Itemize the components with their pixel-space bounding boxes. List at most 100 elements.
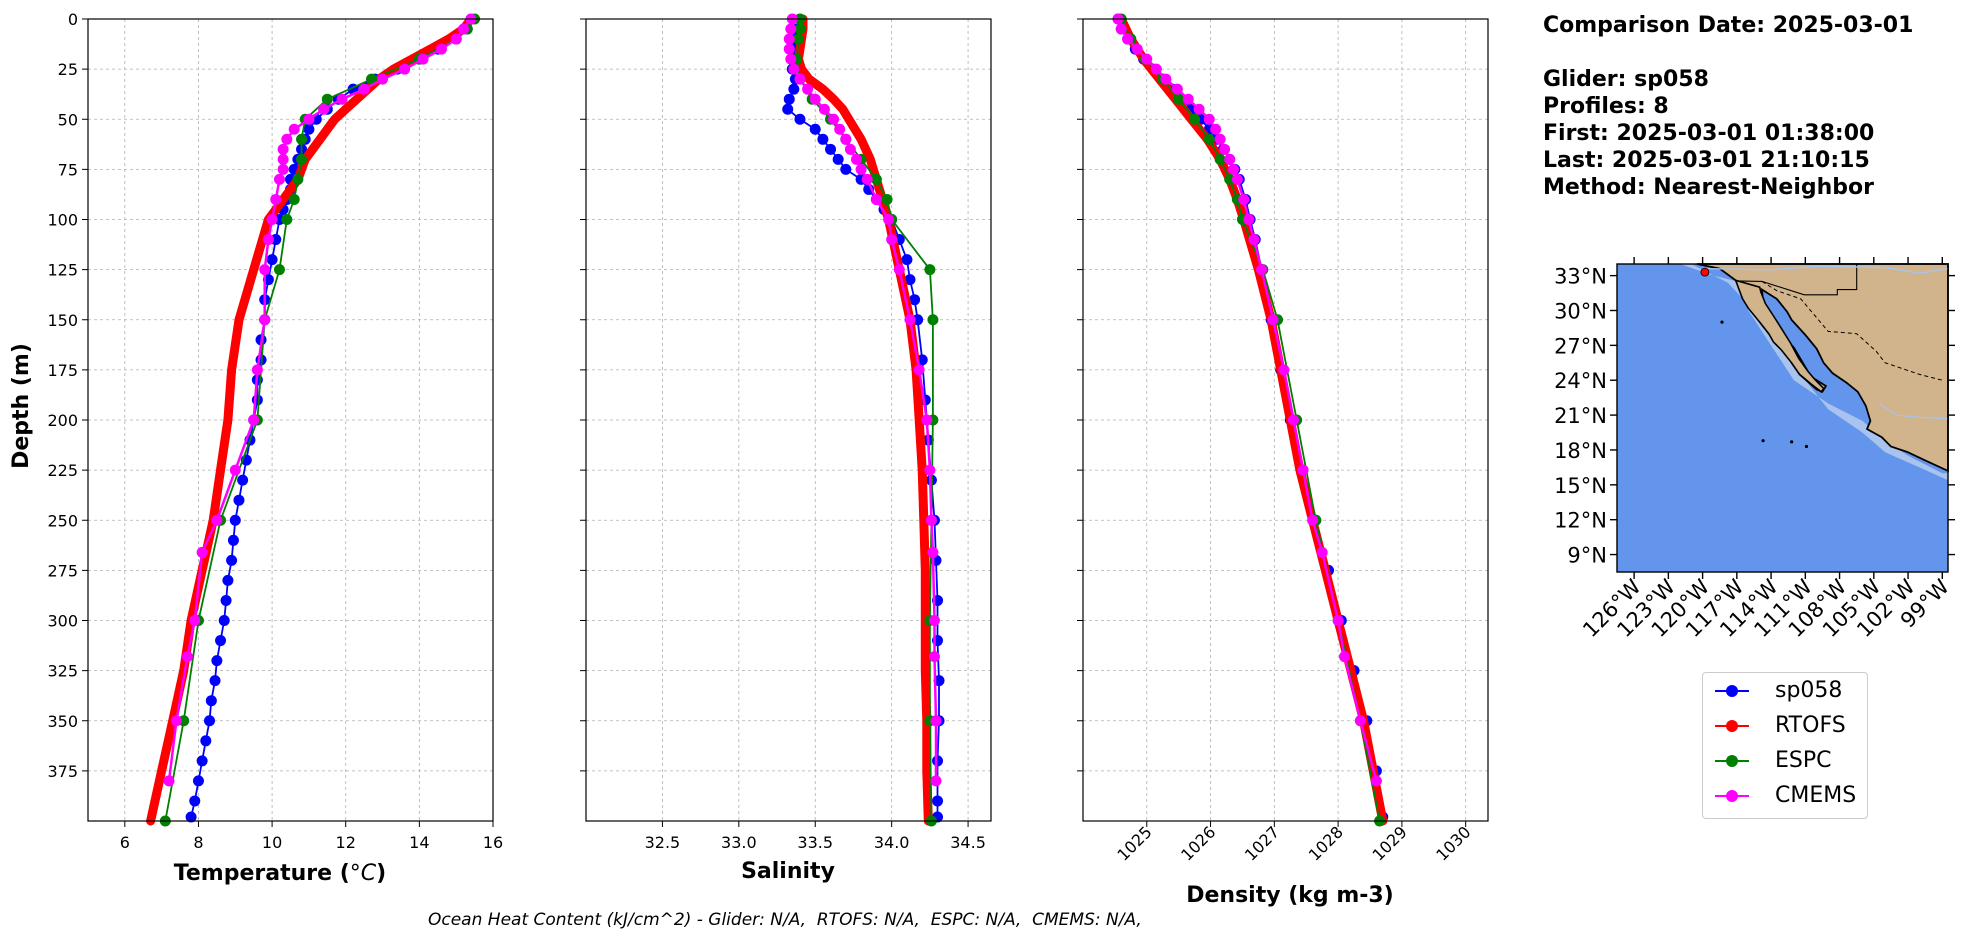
data-point-espc	[794, 23, 806, 35]
data-point-sp058	[204, 715, 215, 727]
series-line-cmems	[1116, 17, 1378, 783]
data-point-espc	[792, 33, 804, 45]
data-point-cmems	[1214, 133, 1226, 145]
data-point-sp058	[229, 514, 241, 526]
data-point-sp058	[218, 615, 230, 626]
data-point-sp058	[196, 755, 208, 767]
data-point-sp058	[211, 655, 223, 667]
data-point-espc	[1189, 113, 1201, 125]
data-point-cmems	[1193, 103, 1205, 115]
x-tick-label: 1030	[1432, 822, 1474, 864]
data-point-cmems	[211, 514, 223, 526]
island	[1790, 440, 1794, 444]
data-point-cmems	[281, 133, 293, 145]
data-point-cmems	[861, 173, 873, 185]
data-point-cmems	[1131, 43, 1143, 55]
y-tick-label: 250	[47, 511, 78, 530]
state-boundary	[1761, 280, 1943, 381]
legend-label: CMEMS	[1775, 783, 1857, 808]
data-point-sp058	[901, 254, 913, 266]
data-point-sp058	[192, 775, 204, 787]
data-point-cmems	[851, 153, 863, 165]
data-point-sp058	[185, 811, 197, 823]
legend-item-rtofs: RTOFS	[1703, 710, 1863, 744]
data-point-sp058	[237, 474, 249, 486]
data-point-cmems	[270, 193, 282, 205]
data-point-cmems	[788, 63, 800, 75]
x-tick-label: 1026	[1177, 822, 1219, 864]
data-point-cmems	[336, 93, 348, 105]
x-tick-label: 34.5	[950, 833, 986, 852]
data-point-espc	[1214, 153, 1226, 165]
data-point-cmems	[266, 214, 278, 225]
legend-label: sp058	[1775, 678, 1843, 703]
data-point-cmems	[1243, 214, 1255, 225]
lat-label: 18°N	[1554, 439, 1607, 463]
data-point-cmems	[1122, 33, 1134, 45]
data-point-cmems	[1278, 364, 1290, 376]
data-point-cmems	[828, 113, 840, 125]
data-point-cmems	[229, 464, 241, 476]
data-point-sp058	[840, 163, 852, 175]
data-point-cmems	[1182, 93, 1194, 105]
data-point-cmems	[785, 53, 797, 65]
data-point-sp058	[832, 153, 844, 165]
lat-label: 21°N	[1554, 404, 1607, 428]
data-point-cmems	[450, 33, 462, 45]
data-point-espc	[281, 214, 293, 225]
data-point-sp058	[215, 635, 227, 647]
data-point-cmems	[783, 33, 795, 45]
y-tick-label: 150	[47, 311, 78, 330]
axes-frame	[87, 18, 494, 822]
data-point-espc	[366, 73, 377, 85]
data-point-cmems	[870, 193, 882, 205]
data-point-cmems	[809, 93, 821, 105]
data-point-cmems	[1287, 414, 1299, 426]
map-frame	[1616, 263, 1949, 573]
location-map: 33°N30°N27°N24°N21°N18°N15°N12°N9°N126°W…	[1554, 257, 1955, 642]
data-point-sp058	[233, 494, 245, 506]
data-point-cmems	[318, 103, 330, 115]
data-point-cmems	[288, 123, 300, 135]
data-point-cmems	[930, 775, 942, 787]
data-point-cmems	[251, 364, 263, 376]
data-point-cmems	[1150, 63, 1162, 75]
glider-name: Glider: sp058	[1543, 67, 1709, 92]
data-point-cmems	[818, 103, 830, 115]
data-point-cmems	[1238, 193, 1250, 205]
lat-label: 27°N	[1554, 334, 1607, 358]
y-tick-label: 200	[47, 411, 78, 430]
data-point-cmems	[925, 514, 937, 526]
x-tick-label: 34.0	[874, 833, 910, 852]
data-point-cmems	[924, 464, 936, 476]
legend-item-espc: ESPC	[1703, 745, 1863, 779]
data-point-cmems	[1354, 715, 1366, 727]
x-tick-label: 33.5	[797, 833, 833, 852]
legend-marker	[1726, 755, 1738, 767]
lat-label: 12°N	[1554, 509, 1607, 533]
data-point-sp058	[220, 594, 232, 606]
axes-frame	[585, 18, 992, 822]
data-point-cmems	[189, 615, 201, 626]
profile-count: Profiles: 8	[1543, 94, 1669, 119]
data-point-cmems	[1297, 464, 1309, 476]
data-point-cmems	[1370, 775, 1382, 787]
data-point-cmems	[458, 23, 470, 35]
data-point-sp058	[227, 534, 239, 546]
data-point-sp058	[251, 394, 263, 406]
ocean-heat-content-footer: Ocean Heat Content (kJ/cm^2) - Glider: N…	[428, 910, 1142, 930]
temperature-panel: 6 8 10 12 14 16 0 25 50 75 100 125 150 175 200 225 250 27…	[47, 10, 503, 852]
data-point-espc	[292, 173, 304, 185]
data-point-cmems	[834, 123, 846, 135]
data-point-cmems	[262, 234, 274, 246]
data-point-cmems	[1267, 314, 1279, 326]
data-point-sp058	[205, 695, 217, 707]
x-tick-label: 1029	[1368, 822, 1410, 864]
x-tick-label: 14	[409, 833, 429, 852]
data-point-sp058	[817, 133, 829, 145]
data-point-sp058	[932, 795, 944, 807]
data-point-espc	[870, 173, 882, 185]
data-point-sp058	[809, 123, 821, 135]
data-point-cmems	[273, 173, 285, 185]
